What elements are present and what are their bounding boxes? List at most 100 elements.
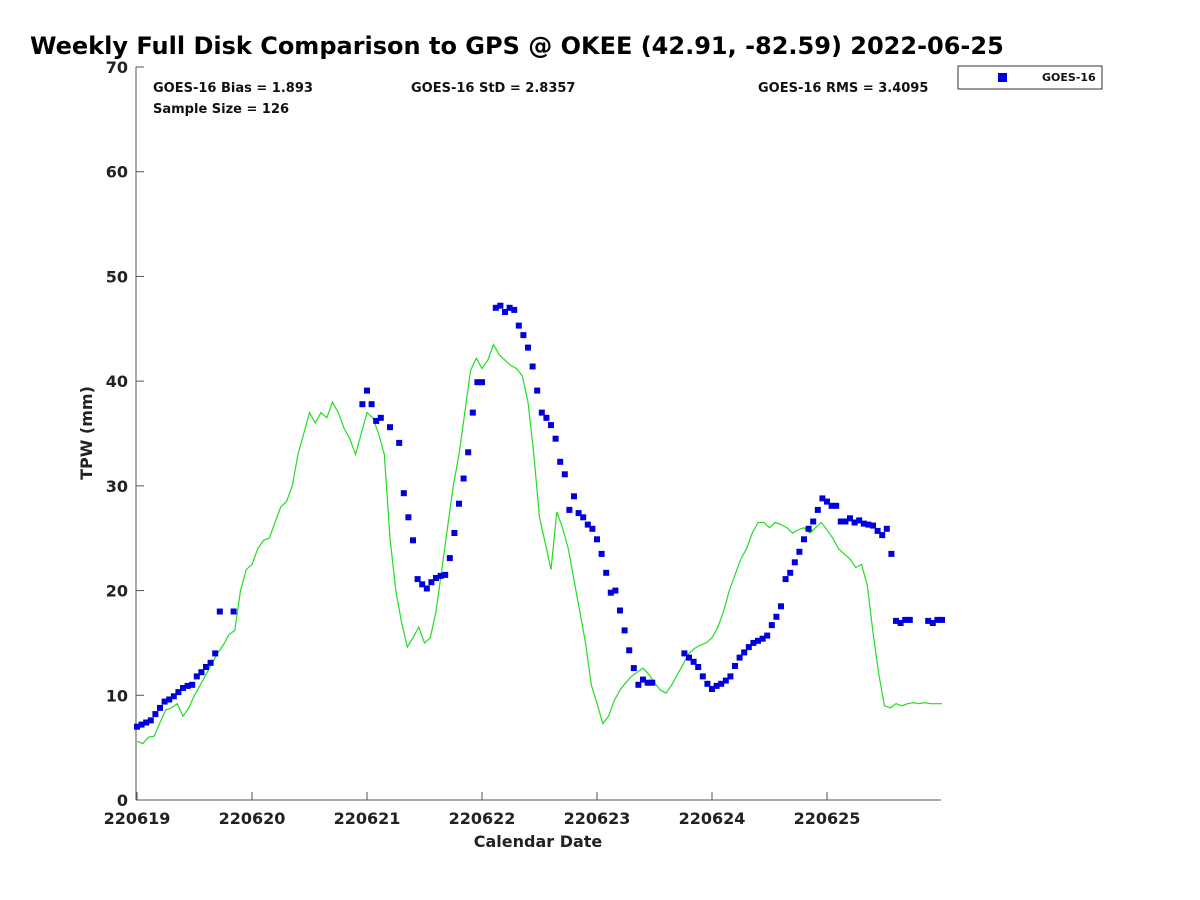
x-axis-label: Calendar Date	[474, 832, 603, 851]
series-layer	[134, 302, 945, 745]
goes-data-point	[479, 379, 485, 386]
x-ticks: 220619 220620 220621 220622 220623 220624 2206…	[104, 792, 860, 828]
goes-data-point	[359, 401, 366, 408]
goes-data-point	[465, 449, 472, 456]
goes-data-point	[929, 620, 936, 626]
goes-data-point	[419, 581, 426, 588]
goes-data-point	[580, 514, 587, 521]
goes-data-point	[713, 682, 720, 689]
goes-data-point	[566, 506, 573, 513]
goes-data-point	[842, 518, 849, 525]
goes-data-point	[437, 572, 444, 579]
goes-data-point	[180, 685, 186, 691]
goes-data-point	[428, 579, 435, 586]
goes-data-point	[814, 506, 821, 513]
goes-data-point	[681, 650, 688, 657]
goes-data-point	[442, 571, 449, 578]
goes-data-point	[851, 519, 858, 526]
goes-data-point	[203, 664, 209, 670]
goes-data-point	[497, 302, 504, 309]
goes-data-point	[161, 698, 168, 705]
goes-data-point	[446, 555, 453, 562]
y-axis-label: TPW (mm)	[77, 386, 96, 480]
goes-data-point	[423, 585, 430, 592]
goes-data-point	[492, 304, 499, 311]
goes-data-point	[557, 458, 564, 465]
goes-data-point	[755, 637, 761, 644]
goes-data-point	[396, 439, 403, 446]
y-tick-label: 20	[106, 582, 128, 601]
goes-data-point	[704, 680, 711, 687]
legend-label-goes: GOES-16	[1042, 71, 1096, 84]
goes-data-point	[157, 704, 163, 711]
goes-data-point	[750, 639, 757, 646]
goes-data-point	[589, 525, 596, 532]
goes-data-point	[796, 548, 803, 555]
goes-data-point	[874, 527, 881, 534]
goes-data-point	[502, 309, 508, 315]
goes-data-point	[410, 537, 416, 544]
goes-data-point	[207, 659, 214, 666]
goes-data-point	[782, 576, 789, 583]
goes-data-point	[773, 613, 780, 620]
goes-data-point	[405, 514, 412, 521]
goes-data-point	[745, 644, 752, 651]
goes-data-point	[939, 616, 945, 623]
goes-data-point	[170, 693, 177, 700]
goes-data-point	[433, 575, 439, 581]
x-tick-label: 220621	[334, 809, 401, 828]
goes-data-point	[138, 721, 145, 728]
goes-data-point	[870, 522, 876, 529]
x-tick-label: 220619	[104, 809, 171, 828]
goes-data-point	[768, 622, 775, 629]
goes-data-point	[741, 649, 748, 656]
goes-data-point	[364, 387, 370, 394]
goes-data-point	[787, 569, 794, 576]
stat-rms: GOES-16 RMS = 3.4095	[758, 81, 928, 96]
goes-data-point	[902, 616, 909, 623]
y-tick-label: 30	[106, 477, 128, 496]
goes-data-point	[520, 332, 527, 339]
goes-data-point	[469, 409, 476, 416]
x-tick-label: 220620	[219, 809, 286, 828]
y-ticks: 0 10 20 30 40 50 60 70	[106, 58, 144, 810]
goes-data-point	[575, 510, 582, 517]
y-tick-label: 0	[117, 791, 128, 810]
goes-data-point	[594, 536, 600, 543]
goes-data-point	[732, 663, 738, 669]
goes-data-point	[690, 658, 697, 665]
goes-data-point	[897, 620, 904, 626]
goes-data-point	[543, 414, 550, 421]
goes-data-point	[847, 515, 853, 522]
goes-data-point	[856, 517, 863, 524]
goes-data-point	[561, 471, 568, 478]
stat-sample-size: Sample Size = 126	[153, 102, 289, 117]
goes-data-point	[607, 589, 614, 596]
goes-data-point	[460, 475, 467, 482]
goes-data-point	[617, 607, 623, 614]
x-tick-label: 220623	[564, 809, 631, 828]
goes-data-point	[640, 676, 646, 683]
goes-data-point	[451, 530, 458, 536]
stat-std: GOES-16 StD = 2.8357	[411, 81, 575, 96]
goes-data-point	[612, 587, 619, 594]
goes-data-point	[649, 679, 656, 686]
goes-data-point	[534, 387, 541, 394]
goes-data-point	[906, 616, 913, 623]
goes-data-point	[506, 304, 513, 311]
goes-data-point	[515, 322, 522, 329]
goes-data-point	[511, 306, 518, 313]
goes-data-point	[759, 635, 766, 642]
goes-data-point	[883, 525, 890, 532]
goes-data-point	[368, 401, 375, 408]
goes-data-point	[824, 498, 830, 505]
x-tick-label: 220622	[449, 809, 516, 828]
legend-box	[957, 65, 1103, 90]
goes-data-point	[529, 363, 536, 370]
goes-data-point	[718, 680, 725, 687]
goes-data-point	[805, 525, 812, 532]
goes-data-point	[879, 532, 886, 539]
goes-data-point	[736, 654, 743, 661]
y-tick-label: 10	[106, 686, 128, 705]
y-tick-label: 50	[106, 267, 128, 286]
